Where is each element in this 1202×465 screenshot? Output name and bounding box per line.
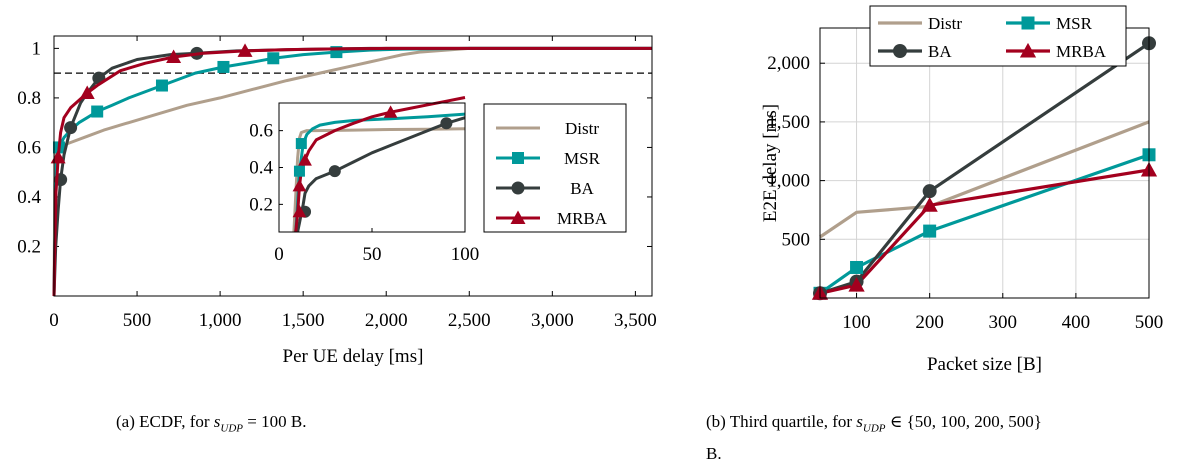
x-tick-label: 500 bbox=[123, 310, 152, 331]
caption-a-subscript: UDP bbox=[220, 422, 244, 435]
data-point-msr bbox=[267, 52, 280, 65]
x-tick-label: 100 bbox=[842, 312, 871, 333]
data-point-mrba bbox=[237, 43, 253, 57]
inset-data-point-mrba bbox=[383, 105, 398, 118]
caption-b-prefix: (b) Third quartile, for bbox=[706, 412, 857, 431]
caption-b-set: ∈ {50, 100, 200, 500} bbox=[885, 412, 1042, 431]
series-line-msr bbox=[819, 153, 1150, 295]
caption-b-symbol: s bbox=[856, 412, 863, 431]
data-point-msr bbox=[155, 79, 168, 92]
series-line-mrba bbox=[819, 168, 1150, 295]
data-point-ba bbox=[64, 121, 78, 135]
legend-label-mrba: MRBA bbox=[1056, 42, 1107, 61]
inset-x-tick-label: 0 bbox=[274, 244, 284, 265]
y-tick-label: 1,000 bbox=[767, 171, 810, 192]
legend-marker-ba bbox=[893, 44, 907, 58]
legend-label-distr: Distr bbox=[565, 119, 599, 138]
y-tick-label: 0.2 bbox=[17, 236, 41, 257]
caption-a: (a) ECDF, for sUDP = 100 B. bbox=[116, 412, 306, 434]
plot-frame bbox=[53, 35, 653, 297]
x-tick-label: 3,000 bbox=[531, 310, 574, 331]
caption-a-symbol: s bbox=[213, 412, 221, 431]
inset-data-point-msr bbox=[293, 165, 305, 177]
third-quartile-chart: 100 200 300 400 500 500 1,000 1,500 2,000 Packet … bbox=[760, 5, 1164, 375]
y-tick-label: 0.8 bbox=[17, 88, 41, 109]
legend-label-msr: MSR bbox=[1056, 14, 1093, 33]
data-point-ba bbox=[922, 184, 937, 199]
data-point-mrba bbox=[79, 85, 95, 99]
data-point-mrba bbox=[166, 49, 182, 64]
data-point-mrba bbox=[848, 276, 865, 292]
inset-data-point-msr bbox=[295, 138, 307, 150]
inset-y-tick-label: 0.4 bbox=[249, 158, 273, 179]
inset-y-tick-label: 0.2 bbox=[249, 194, 273, 215]
y-tick-label: 500 bbox=[782, 229, 811, 250]
y-tick-label: 0.4 bbox=[17, 187, 41, 208]
x-tick-label: 0 bbox=[49, 310, 59, 331]
y-tick-label: 1 bbox=[32, 38, 42, 59]
plot-frame bbox=[819, 27, 1150, 299]
series-line-ba bbox=[819, 41, 1150, 295]
y-tick-label: 2,000 bbox=[767, 53, 810, 74]
caption-b: (b) Third quartile, for sUDP ∈ {50, 100,… bbox=[706, 412, 1042, 434]
legend-box bbox=[483, 103, 627, 233]
inset-x-tick-label: 50 bbox=[363, 244, 382, 265]
caption-b-line2: B. bbox=[706, 444, 722, 463]
x-tick-label: 500 bbox=[1135, 312, 1164, 333]
x-tick-label: 2,000 bbox=[365, 310, 408, 331]
inset-y-tick-label: 0.6 bbox=[249, 121, 273, 142]
inset-series-line-mrba bbox=[294, 96, 466, 233]
legend-label-mrba: MRBA bbox=[557, 209, 608, 228]
x-axis-label: Packet size [B] bbox=[927, 354, 1042, 375]
legend-label-distr: Distr bbox=[928, 14, 962, 33]
inset-data-point-mrba bbox=[298, 153, 312, 166]
data-point-msr bbox=[850, 260, 864, 274]
legend-label-ba: BA bbox=[928, 42, 952, 61]
caption-a-suffix: = 100 B. bbox=[243, 412, 307, 431]
caption-a-prefix: (a) ECDF, for bbox=[116, 412, 214, 431]
series-line-distr bbox=[819, 120, 1150, 239]
legend-label-ba: BA bbox=[570, 179, 594, 198]
x-tick-label: 2,500 bbox=[448, 310, 491, 331]
figure: 0 500 1,000 1,500 2,000 2,500 3,000 3,5000.20.4… bbox=[17, 5, 1164, 375]
y-tick-label: 1,500 bbox=[767, 112, 810, 133]
legend-marker-mrba bbox=[1019, 42, 1037, 58]
legend-marker-msr bbox=[512, 152, 524, 164]
data-point-msr bbox=[923, 224, 937, 238]
inset-data-point-ba bbox=[328, 165, 341, 178]
x-tick-label: 400 bbox=[1062, 312, 1091, 333]
x-tick-label: 200 bbox=[915, 312, 944, 333]
legend-marker-mrba bbox=[510, 210, 526, 224]
legend-box bbox=[869, 5, 1127, 67]
x-tick-label: 1,000 bbox=[199, 310, 242, 331]
data-point-msr bbox=[91, 105, 104, 118]
inset-data-point-mrba bbox=[292, 204, 307, 218]
x-axis-label: Per UE delay [ms] bbox=[283, 346, 424, 367]
legend-label-msr: MSR bbox=[564, 149, 601, 168]
x-tick-label: 300 bbox=[989, 312, 1018, 333]
inset-data-point-mrba bbox=[292, 179, 307, 192]
inset-x-tick-label: 100 bbox=[451, 244, 480, 265]
x-tick-label: 1,500 bbox=[282, 310, 325, 331]
legend-marker-msr bbox=[1021, 16, 1035, 30]
x-tick-label: 3,500 bbox=[614, 310, 657, 331]
y-tick-label: 0.6 bbox=[17, 137, 41, 158]
inset-data-point-ba bbox=[440, 117, 453, 130]
y-axis-label: E2E delay [ms] bbox=[760, 104, 781, 222]
data-point-mrba bbox=[921, 197, 938, 212]
caption-b-subscript: UDP bbox=[862, 422, 886, 435]
data-point-msr bbox=[217, 60, 230, 73]
legend-marker-ba bbox=[511, 181, 525, 195]
ecdf-chart: 0 500 1,000 1,500 2,000 2,500 3,000 3,5000.20.4… bbox=[17, 35, 657, 367]
